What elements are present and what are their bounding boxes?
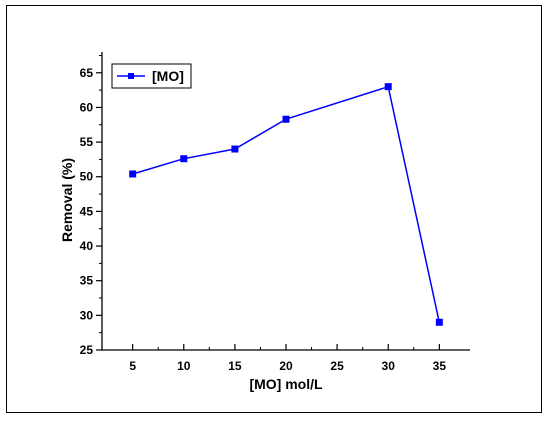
data-point-5: [129, 170, 137, 178]
x-tick-label-20: 20: [279, 359, 293, 373]
legend-marker: [128, 73, 134, 79]
y-tick-label-35: 35: [80, 274, 94, 288]
data-point-10: [180, 155, 188, 163]
x-tick-label-5: 5: [129, 359, 136, 373]
x-tick-label-25: 25: [330, 359, 344, 373]
data-point-30: [384, 83, 392, 91]
data-point-20: [282, 115, 290, 123]
y-tick-label-60: 60: [80, 100, 94, 114]
y-tick-label-45: 45: [80, 204, 94, 218]
axes: [101, 52, 470, 351]
x-tick-label-10: 10: [177, 359, 191, 373]
y-tick-label-55: 55: [80, 135, 94, 149]
data-point-35: [435, 318, 443, 326]
series-line-0: [132, 85, 441, 323]
chart-frame: [6, 5, 542, 413]
x-tick-label-30: 30: [382, 359, 396, 373]
data-point-15: [231, 145, 239, 153]
series-group: [129, 83, 443, 326]
y-tick-label-40: 40: [80, 239, 94, 253]
y-axis-title: Removal (%): [59, 158, 75, 242]
y-tick-label-25: 25: [80, 343, 94, 357]
x-axis-title: [MO] mol/L: [249, 376, 323, 392]
x-tick-label-35: 35: [433, 359, 447, 373]
x-ticks: 5 10 15 20 25 30 35: [129, 344, 446, 373]
y-tick-label-50: 50: [80, 170, 94, 184]
legend-label: [MO]: [152, 68, 184, 84]
y-ticks: 25 30 35 40 45 50 55 60 65: [80, 54, 102, 357]
legend: [MO]: [111, 63, 192, 89]
y-tick-label-30: 30: [80, 308, 94, 322]
y-tick-label-65: 65: [80, 66, 94, 80]
x-tick-label-15: 15: [228, 359, 242, 373]
